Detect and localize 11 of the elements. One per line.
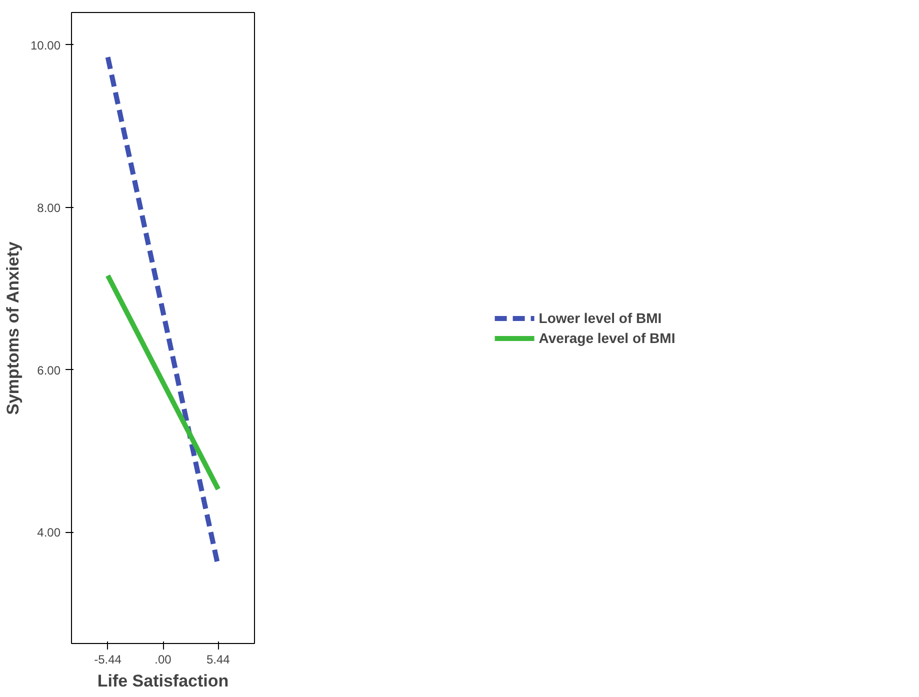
- legend-label: Average level of BMI: [538, 330, 676, 346]
- x-axis-title: Life Satisfaction: [97, 672, 229, 690]
- y-axis-title: Symptoms of Anxiety: [3, 241, 22, 415]
- y-tick-label: 6.00: [37, 363, 61, 378]
- x-tick-label: 5.44: [206, 652, 230, 666]
- x-tick-label: .00: [154, 652, 172, 666]
- y-tick-label: 8.00: [37, 200, 61, 215]
- legend-label: Lower level of BMI: [538, 310, 662, 326]
- y-tick-label: 10.00: [30, 38, 61, 52]
- x-tick-label: -5.44: [94, 652, 122, 666]
- y-tick-label: 4.00: [37, 526, 61, 540]
